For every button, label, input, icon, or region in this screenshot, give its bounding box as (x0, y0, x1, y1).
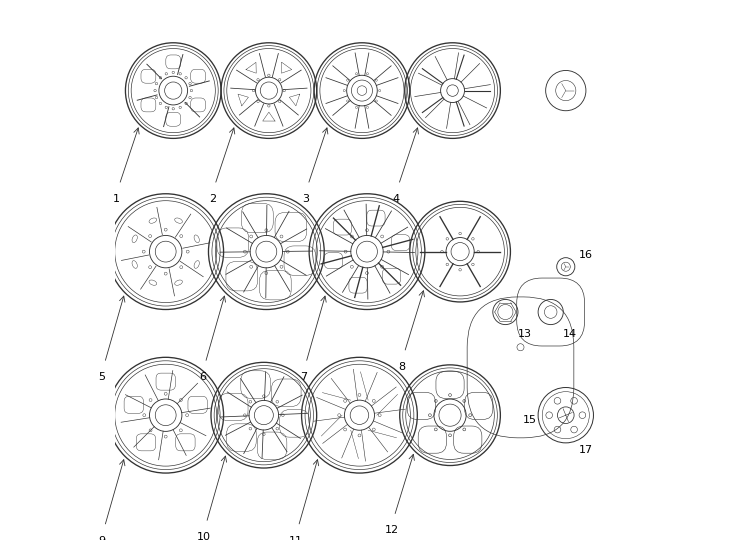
Text: 7: 7 (300, 372, 307, 382)
Text: 16: 16 (578, 249, 592, 260)
Text: 9: 9 (98, 536, 106, 540)
Text: 8: 8 (399, 362, 405, 372)
Text: 12: 12 (385, 525, 399, 535)
Text: 11: 11 (289, 536, 303, 540)
Text: 2: 2 (209, 194, 216, 204)
Text: 1: 1 (113, 194, 120, 204)
Text: 3: 3 (302, 194, 309, 204)
Text: 6: 6 (199, 372, 206, 382)
Text: 13: 13 (518, 329, 532, 339)
Text: 17: 17 (578, 445, 592, 455)
Text: 14: 14 (563, 329, 578, 339)
Text: 10: 10 (197, 532, 211, 540)
Text: 5: 5 (98, 372, 106, 382)
Text: 4: 4 (393, 194, 400, 204)
Text: 15: 15 (523, 415, 537, 425)
